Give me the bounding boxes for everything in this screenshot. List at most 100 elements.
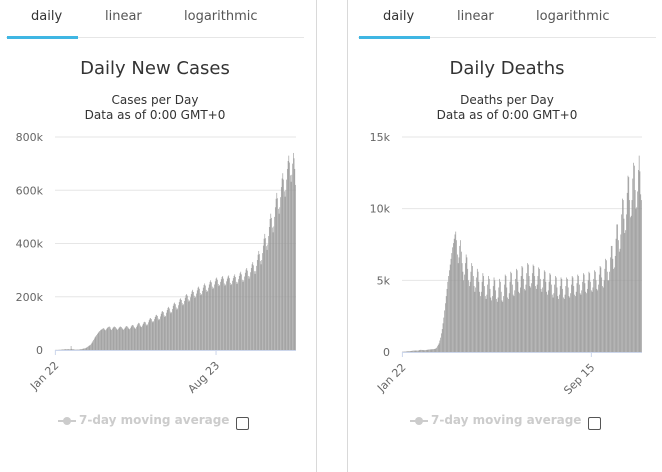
data-bar [193,291,194,350]
data-bar [278,213,280,350]
data-bar [559,294,560,352]
data-bar [150,318,151,350]
data-bar [522,267,524,352]
data-bar [520,287,521,352]
data-bar [556,287,558,352]
legend-moving-average[interactable]: 7-day moving average [410,413,581,427]
data-bar [105,330,106,350]
data-bar [417,350,419,352]
data-bar [268,226,270,350]
data-bar [65,349,67,350]
data-bar [200,295,202,350]
data-bar [471,263,473,352]
data-bar [508,298,509,352]
data-bar [240,271,242,350]
data-bar [641,200,642,352]
data-bar [478,281,480,352]
data-bar [284,196,286,350]
data-bar [482,273,484,352]
tab-daily[interactable]: daily [383,9,415,24]
data-bar [433,348,435,352]
data-bar [574,294,575,352]
data-bar [547,290,549,352]
data-bar [590,281,591,352]
data-bar [580,294,582,352]
data-bar [174,302,176,350]
data-bar [115,328,117,350]
moving-average-checkbox[interactable] [236,417,249,430]
data-bar [411,350,413,352]
legend-moving-average[interactable]: 7-day moving average [58,413,229,427]
data-bar [457,254,458,352]
moving-average-checkbox[interactable] [588,417,601,430]
tab-logarithmic[interactable]: logarithmic [536,9,610,24]
data-bar [223,283,225,350]
x-tick-label: Sep 15 [561,361,597,397]
data-bar [505,276,507,352]
data-bar [483,276,485,352]
tab-linear[interactable]: linear [457,9,494,24]
data-bar [201,294,203,350]
data-bar [121,328,123,350]
data-bar [630,215,632,352]
data-bar [466,257,468,352]
data-bar [118,328,119,350]
data-bar [604,268,606,352]
data-bar [531,283,532,352]
data-bar [567,278,568,352]
data-bar [529,286,531,352]
data-bar [250,268,252,350]
data-bar [492,296,493,352]
data-bar [494,280,496,352]
data-bar [82,348,84,350]
data-bar [255,271,257,350]
data-bar [638,155,640,352]
data-bar [544,271,546,352]
data-bar [441,329,443,352]
data-bar [563,297,564,352]
data-bar [423,350,425,352]
deaths-panel: daily linear logarithmic Daily Deaths De… [352,0,662,472]
data-bar [576,283,578,352]
tab-logarithmic[interactable]: logarithmic [184,9,258,24]
data-bar [238,279,239,350]
data-bar [229,278,230,350]
tab-daily[interactable]: daily [31,9,63,24]
data-bar [217,283,219,350]
data-bar [477,271,479,352]
data-bar [89,345,91,350]
data-bar [214,284,215,350]
data-bar [118,327,120,350]
data-bar [145,322,146,350]
data-bar [205,289,207,350]
data-bar [636,207,638,352]
data-bar [610,257,611,352]
data-bar [634,165,635,352]
data-bar [66,349,67,350]
data-bar [208,284,210,350]
data-bar [596,288,598,352]
tab-linear[interactable]: linear [105,9,142,24]
data-bar [597,290,599,352]
data-bar [484,286,485,352]
data-bar [425,350,426,352]
data-bar [175,307,177,350]
data-bar [614,255,616,352]
data-bar [621,214,622,352]
data-bar [490,297,492,352]
data-bar [84,348,85,350]
data-bar [493,277,495,352]
data-bar [139,323,140,351]
data-bar [124,327,126,350]
data-bar [454,234,456,352]
x-tick-label: Jan 22 [27,359,61,393]
data-bar [497,297,499,352]
data-bar [69,349,70,350]
data-bar [475,287,477,352]
y-tick-label: 0 [383,346,390,359]
data-bar [161,311,163,350]
data-bar [95,336,97,350]
data-bar [271,217,272,350]
data-bar [504,284,505,352]
data-bar [157,318,159,350]
